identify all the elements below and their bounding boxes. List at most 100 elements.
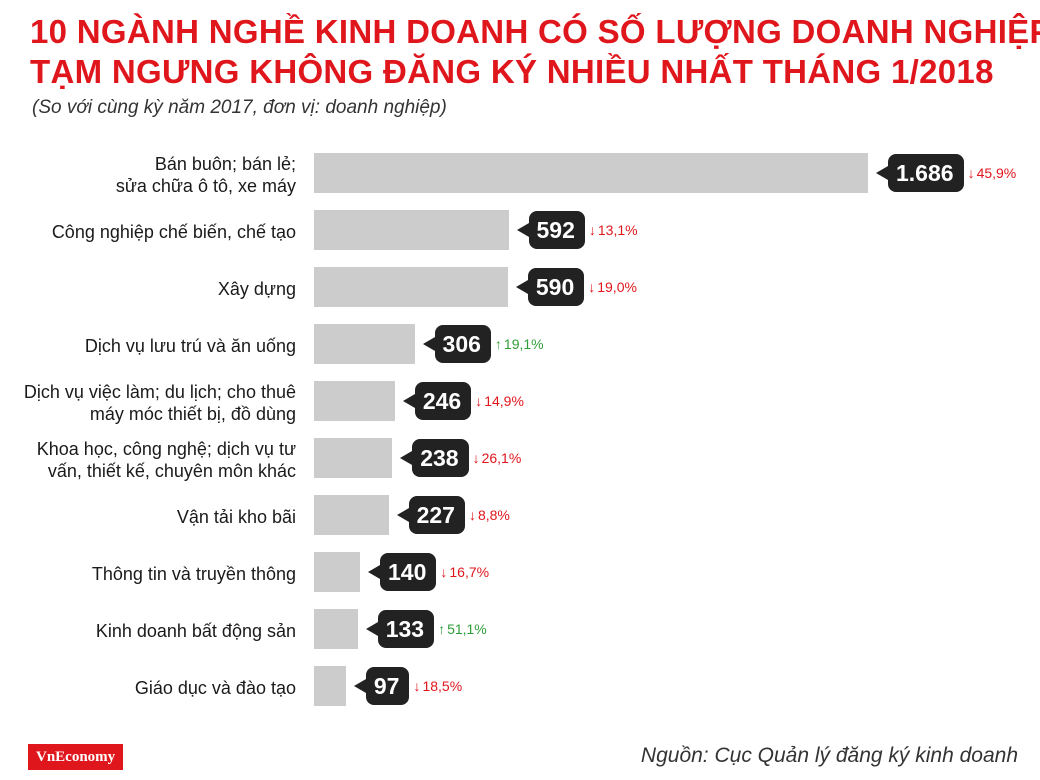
value-text: 592 bbox=[528, 211, 585, 249]
value-label: 590 bbox=[515, 267, 585, 307]
change-percent: 19,1% bbox=[503, 336, 544, 352]
change-percent: 16,7% bbox=[449, 564, 490, 580]
source-note: Nguồn: Cục Quản lý đăng ký kinh doanh bbox=[640, 744, 1018, 767]
callout-pointer bbox=[365, 622, 378, 636]
value-text: 1.686 bbox=[888, 154, 964, 192]
category-label: Vận tải kho bãi bbox=[0, 506, 296, 528]
value-text: 590 bbox=[527, 268, 585, 306]
callout-pointer bbox=[516, 223, 529, 237]
bar bbox=[314, 666, 346, 706]
value-label: 238 bbox=[400, 438, 469, 478]
arrow-down-icon: ↓ bbox=[468, 507, 476, 523]
category-label-line: Giáo dục và đào tạo bbox=[134, 678, 296, 698]
arrow-down-icon: ↓ bbox=[588, 279, 596, 295]
chart-title-line-2: TẠM NGƯNG KHÔNG ĐĂNG KÝ NHIỀU NHẤT THÁNG… bbox=[30, 53, 994, 90]
category-label: Công nghiệp chế biến, chế tạo bbox=[0, 221, 296, 243]
category-label: Bán buôn; bán lẻ; sửa chữa ô tô, xe máy bbox=[0, 153, 296, 197]
value-text: 133 bbox=[377, 610, 435, 648]
bar bbox=[314, 495, 389, 535]
change-label: ↓ 8,8% bbox=[469, 495, 510, 535]
arrow-down-icon: ↓ bbox=[967, 165, 975, 181]
category-label-line: vấn, thiết kế, chuyên môn khác bbox=[47, 461, 296, 481]
category-label-line: Công nghiệp chế biến, chế tạo bbox=[51, 222, 296, 242]
callout-pointer bbox=[402, 394, 415, 408]
category-label: Dịch vụ lưu trú và ăn uống bbox=[0, 335, 296, 357]
value-text: 306 bbox=[434, 325, 491, 363]
category-label-line: Thông tin và truyền thông bbox=[91, 564, 296, 584]
category-label: Giáo dục và đào tạo bbox=[0, 677, 296, 699]
category-label-line: sửa chữa ô tô, xe máy bbox=[115, 176, 296, 196]
bar bbox=[314, 153, 868, 193]
change-percent: 26,1% bbox=[481, 450, 522, 466]
change-label: ↓ 18,5% bbox=[413, 666, 462, 706]
value-label: 97 bbox=[353, 666, 410, 706]
arrow-down-icon: ↓ bbox=[440, 564, 448, 580]
change-label: ↓ 14,9% bbox=[475, 381, 524, 421]
value-label: 246 bbox=[402, 381, 472, 421]
bar bbox=[314, 267, 508, 307]
bar bbox=[314, 324, 415, 364]
value-text: 246 bbox=[414, 382, 472, 420]
vneconomy-logo: VnEconomy bbox=[28, 744, 124, 770]
change-percent: 14,9% bbox=[484, 393, 524, 409]
callout-pointer bbox=[396, 508, 409, 522]
category-label-line: Dịch vụ lưu trú và ăn uống bbox=[84, 336, 296, 356]
category-label-line: Vận tải kho bãi bbox=[176, 507, 296, 527]
change-label: ↑ 51,1% bbox=[438, 609, 487, 649]
arrow-down-icon: ↓ bbox=[475, 393, 483, 409]
value-label: 592 bbox=[516, 210, 585, 250]
value-label: 140 bbox=[368, 552, 437, 592]
category-label-line: Xây dựng bbox=[217, 279, 296, 299]
change-label: ↓ 45,9% bbox=[968, 153, 1017, 193]
change-percent: 45,9% bbox=[976, 165, 1017, 181]
chart-title: 10 NGÀNH NGHỀ KINH DOANH CÓ SỐ LƯỢNG DOA… bbox=[30, 12, 1040, 92]
value-label: 227 bbox=[396, 495, 465, 535]
category-label: Thông tin và truyền thông bbox=[0, 563, 296, 585]
value-text: 227 bbox=[408, 496, 465, 534]
value-label: 1.686 bbox=[876, 153, 964, 193]
bar bbox=[314, 609, 358, 649]
category-label: Xây dựng bbox=[0, 278, 296, 300]
arrow-up-icon: ↑ bbox=[494, 336, 502, 352]
change-percent: 8,8% bbox=[477, 507, 510, 523]
category-label: Dịch vụ việc làm; du lịch; cho thuê máy m… bbox=[0, 381, 296, 425]
change-percent: 18,5% bbox=[422, 678, 463, 694]
chart-title-line-1: 10 NGÀNH NGHỀ KINH DOANH CÓ SỐ LƯỢNG DOA… bbox=[30, 13, 1040, 50]
callout-pointer bbox=[876, 166, 888, 180]
change-percent: 19,0% bbox=[597, 279, 637, 295]
callout-pointer bbox=[515, 280, 528, 294]
change-label: ↓ 16,7% bbox=[440, 552, 489, 592]
callout-pointer bbox=[422, 337, 435, 351]
chart-subtitle: (So với cùng kỳ năm 2017, đơn vị: doanh … bbox=[32, 97, 447, 118]
change-label: ↓ 19,0% bbox=[588, 267, 637, 307]
category-label-line: Dịch vụ việc làm; du lịch; cho thuê bbox=[23, 382, 296, 402]
callout-pointer bbox=[400, 451, 413, 465]
value-label: 133 bbox=[365, 609, 435, 649]
change-percent: 51,1% bbox=[447, 621, 487, 637]
callout-pointer bbox=[353, 679, 366, 693]
change-label: ↑ 19,1% bbox=[495, 324, 544, 364]
category-label: Kinh doanh bất động sản bbox=[0, 620, 296, 642]
category-label-line: Khoa học, công nghệ; dịch vụ tư bbox=[36, 439, 296, 459]
category-label-line: Kinh doanh bất động sản bbox=[95, 621, 296, 641]
change-label: ↓ 26,1% bbox=[473, 438, 522, 478]
callout-pointer bbox=[368, 565, 380, 579]
change-percent: 13,1% bbox=[597, 222, 638, 238]
value-text: 238 bbox=[412, 439, 469, 477]
category-label: Khoa học, công nghệ; dịch vụ tư vấn, thiế… bbox=[0, 438, 296, 482]
bar bbox=[314, 381, 395, 421]
category-label-line: máy móc thiết bị, đồ dùng bbox=[89, 404, 296, 424]
bar bbox=[314, 552, 360, 592]
change-label: ↓ 13,1% bbox=[589, 210, 638, 250]
arrow-down-icon: ↓ bbox=[588, 222, 596, 238]
bar bbox=[314, 438, 393, 478]
bar bbox=[314, 210, 509, 250]
value-text: 97 bbox=[365, 667, 410, 705]
category-label-line: Bán buôn; bán lẻ; bbox=[154, 154, 296, 174]
arrow-down-icon: ↓ bbox=[413, 678, 421, 694]
value-text: 140 bbox=[380, 553, 437, 591]
value-label: 306 bbox=[422, 324, 491, 364]
arrow-down-icon: ↓ bbox=[472, 450, 480, 466]
arrow-up-icon: ↑ bbox=[438, 621, 446, 637]
